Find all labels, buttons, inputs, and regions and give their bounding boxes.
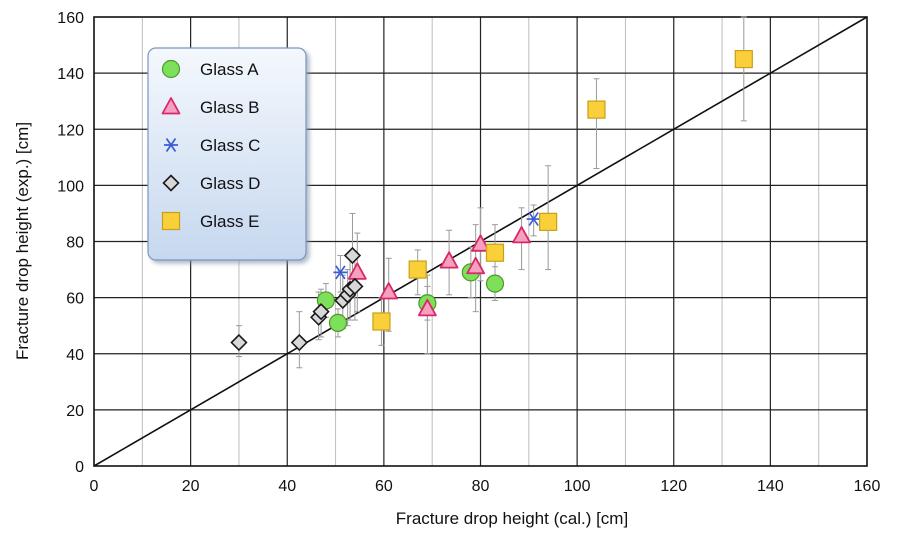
data-point-glass-a xyxy=(328,313,348,332)
y-tick-label: 0 xyxy=(75,459,84,476)
y-axis-title: Fracture drop height (exp.) [cm] xyxy=(13,122,32,360)
data-point-glass-b xyxy=(512,225,531,244)
x-tick-label: 60 xyxy=(375,478,393,495)
data-point-glass-b xyxy=(417,298,437,317)
x-tick-label: 160 xyxy=(854,478,881,495)
legend-marker-glass-c xyxy=(164,138,178,152)
data-point-glass-a xyxy=(485,274,505,293)
y-tick-label: 80 xyxy=(66,235,84,252)
data-point-glass-e xyxy=(485,243,505,262)
data-point-glass-b xyxy=(466,256,486,275)
x-tick-label: 40 xyxy=(278,478,296,495)
data-point-glass-b xyxy=(439,251,459,269)
legend-label-glass-d: Glass D xyxy=(200,174,260,193)
data-point-glass-d xyxy=(312,303,330,321)
y-tick-label: 20 xyxy=(66,403,84,420)
legend-label-glass-c: Glass C xyxy=(200,136,260,155)
legend-label-glass-a: Glass A xyxy=(200,60,259,79)
data-points xyxy=(230,49,753,352)
y-tick-label: 40 xyxy=(66,347,84,364)
axes: 0 20 40 60 80 100 120 140 160 0 20 40 60 80 100 120 140 1… xyxy=(57,10,880,495)
data-point-glass-d xyxy=(343,246,362,265)
data-point-glass-e xyxy=(587,100,606,119)
data-point-glass-e xyxy=(372,312,391,331)
legend-box xyxy=(147,47,307,261)
data-point-glass-d xyxy=(290,333,308,352)
legend-label-glass-b: Glass B xyxy=(200,98,260,117)
legend-label-glass-e: Glass E xyxy=(200,212,260,231)
legend: Glass A Glass B Glass C Glass D Glass E xyxy=(147,47,307,261)
legend-marker-glass-a xyxy=(161,59,181,79)
data-point-glass-c xyxy=(333,265,348,280)
x-tick-label: 20 xyxy=(182,478,200,495)
y-tick-label: 140 xyxy=(57,66,84,83)
data-point-glass-d xyxy=(230,333,248,352)
y-tick-label: 60 xyxy=(66,291,84,308)
x-axis-title: Fracture drop height (cal.) [cm] xyxy=(396,509,628,528)
gridlines xyxy=(94,17,867,466)
data-point-glass-b xyxy=(471,234,490,252)
y-tick-label: 160 xyxy=(57,10,84,27)
x-tick-label: 140 xyxy=(757,478,784,495)
data-point-glass-e xyxy=(539,212,558,231)
plot-frame xyxy=(93,16,868,467)
data-point-glass-b xyxy=(347,262,367,280)
x-tick-label: 0 xyxy=(90,478,99,495)
data-point-glass-c xyxy=(526,212,541,227)
y-tick-label: 120 xyxy=(57,122,84,139)
x-tick-label: 80 xyxy=(472,478,490,495)
x-tick-label: 120 xyxy=(660,478,687,495)
data-point-glass-d xyxy=(346,277,364,296)
y-tick-label: 100 xyxy=(57,178,84,195)
legend-marker-glass-e xyxy=(161,211,181,231)
x-tick-label: 100 xyxy=(564,478,591,495)
data-point-glass-b xyxy=(379,282,399,300)
data-point-glass-e xyxy=(408,260,427,279)
legend-marker-glass-d xyxy=(162,174,180,192)
data-point-glass-e xyxy=(734,49,753,69)
legend-marker-glass-b xyxy=(161,97,181,115)
